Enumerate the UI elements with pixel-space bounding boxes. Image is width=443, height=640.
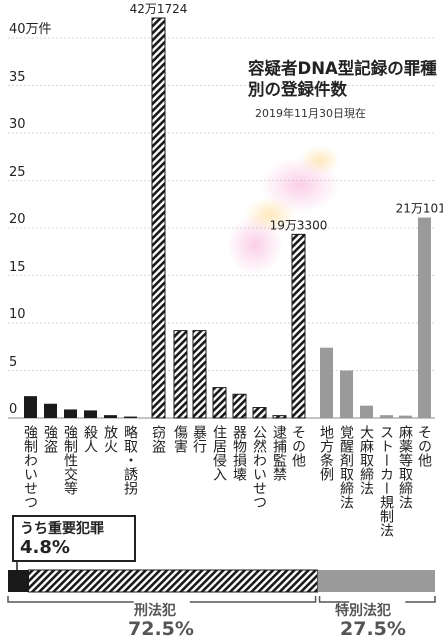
dna-helix-illustration: [227, 146, 340, 275]
category-label: 放火: [102, 425, 118, 453]
share-bar: [7, 560, 436, 603]
bar: [192, 330, 207, 419]
bar: [360, 405, 373, 418]
penal-code-percent: 72.5%: [128, 618, 194, 640]
bar: [64, 409, 77, 418]
bar: [252, 407, 267, 419]
category-label: 略取・誘拐: [122, 425, 138, 495]
data-labels: 42万1724 19万3300 21万1018: [130, 2, 443, 232]
y-tick-label: 15: [9, 259, 26, 275]
y-tick-label: 5: [9, 354, 18, 370]
category-label: 殺人: [82, 425, 98, 453]
category-label: 傷害: [172, 425, 188, 453]
penal-code-bracket: [7, 596, 317, 603]
category-label: その他: [416, 425, 432, 467]
y-tick-label: 35: [9, 69, 26, 85]
category-label: 覚醒剤取締法: [338, 425, 354, 509]
data-label: 21万1018: [396, 202, 443, 216]
category-label: 麻薬等取締法: [397, 425, 413, 509]
special-law-bracket: [318, 596, 436, 603]
chart-title: 容疑者DNA型記録の罪種別の登録件数: [248, 59, 437, 99]
bar: [84, 410, 97, 418]
category-label: 大麻取締法: [358, 425, 374, 495]
y-tick-label: 20: [9, 212, 26, 227]
important-crimes-callout: うち重要犯罪 4.8%: [12, 515, 136, 562]
category-label: 器物損壊: [231, 425, 247, 481]
bar: [151, 17, 166, 419]
category-label: 強制性交等: [62, 425, 78, 495]
category-label: 強盗: [42, 425, 58, 453]
category-label: その他: [290, 425, 306, 467]
bar: [399, 415, 412, 418]
bar: [418, 217, 431, 418]
category-label: 地方条例: [318, 425, 334, 481]
penal-code-segment: [27, 569, 319, 593]
bar: [291, 233, 306, 419]
category-label: 住居侵入: [211, 425, 227, 481]
important-crimes-segment: [8, 570, 29, 592]
bar: [124, 416, 137, 418]
special-law-label: 特別法犯: [335, 603, 391, 619]
special-law-segment: [317, 570, 435, 592]
bar: [320, 347, 333, 418]
bar-series: [24, 17, 431, 419]
y-tick-label: 25: [9, 164, 26, 180]
chart-subtitle: 2019年11月30日現在: [255, 107, 366, 120]
category-label: ストーカー規制法: [378, 425, 394, 537]
y-tick-label: 30: [9, 117, 26, 132]
data-label: 42万1724: [130, 2, 188, 16]
callout-title: うち重要犯罪: [20, 521, 104, 537]
bar: [104, 415, 117, 418]
bar: [272, 415, 287, 419]
bar: [340, 370, 353, 418]
y-tick-label: 40万件: [9, 22, 52, 37]
category-label: 窃盗: [150, 425, 166, 453]
y-tick-label: 10: [9, 307, 26, 322]
y-tick-label: 0: [9, 402, 18, 417]
penal-code-label: 刑法犯: [134, 603, 176, 619]
callout-value: 4.8%: [20, 537, 70, 558]
bar: [44, 403, 57, 418]
bar: [212, 387, 227, 419]
data-label: 19万3300: [270, 218, 328, 232]
category-label: 公然わいせつ: [251, 425, 267, 509]
category-label: 逮捕監禁: [271, 425, 287, 481]
category-label: 強制わいせつ: [22, 425, 38, 509]
bar: [380, 415, 393, 418]
bar: [24, 396, 37, 418]
bar: [232, 393, 247, 419]
category-label: 暴行: [191, 425, 207, 453]
special-law-percent: 27.5%: [340, 618, 406, 640]
bar: [173, 330, 188, 419]
